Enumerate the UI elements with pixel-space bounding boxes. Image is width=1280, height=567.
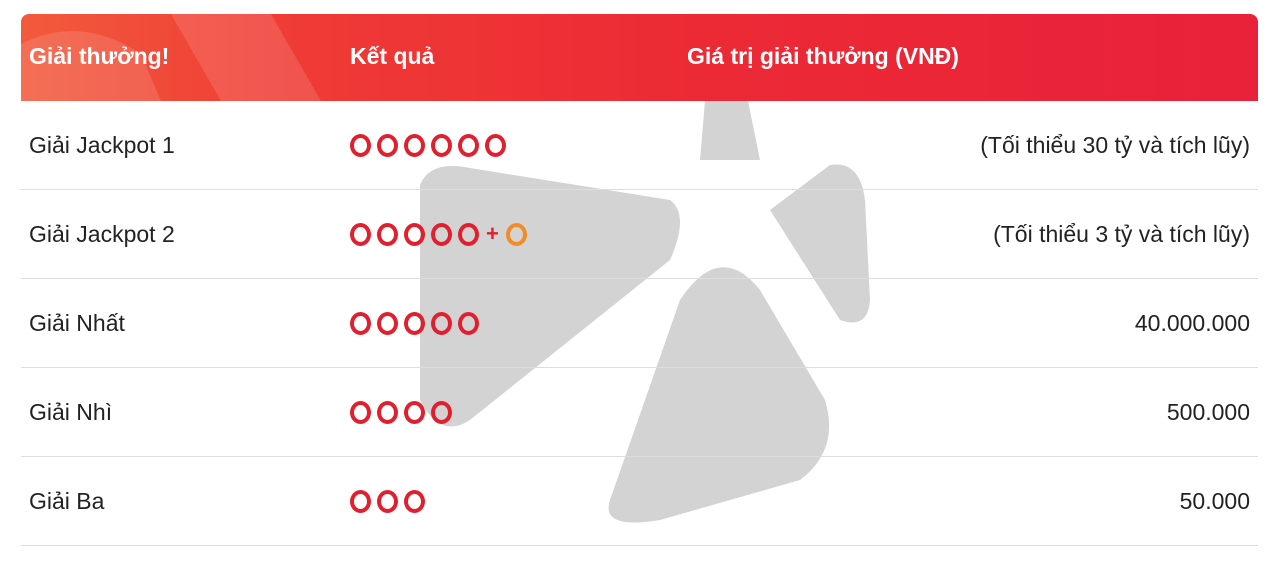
result-balls	[350, 279, 479, 367]
ball-icon	[350, 222, 371, 246]
ball-icon	[458, 222, 479, 246]
ball-icon	[404, 311, 425, 335]
ball-icon	[377, 400, 398, 424]
prize-value: 40.000.000	[1134, 310, 1250, 336]
ball-icon	[404, 133, 425, 157]
ball-icon	[404, 222, 425, 246]
header-prize: Giải thưởng!	[29, 43, 170, 69]
ball-icon	[377, 311, 398, 335]
ball-icon	[458, 133, 479, 157]
ball-icon	[350, 400, 371, 424]
table-row: Giải Jackpot 2 + (Tối thiểu 3 tỷ và tích…	[21, 190, 1258, 279]
result-balls	[350, 457, 425, 545]
ball-icon	[431, 400, 452, 424]
prize-name: Giải Ba	[29, 488, 105, 514]
ball-icon	[377, 489, 398, 513]
ball-icon	[404, 400, 425, 424]
ball-icon	[350, 133, 371, 157]
ball-icon	[404, 489, 425, 513]
ball-icon	[377, 133, 398, 157]
ball-icon	[431, 311, 452, 335]
header-result: Kết quả	[350, 43, 435, 69]
prize-value: 50.000	[1179, 488, 1250, 514]
table-row: Giải Nhất 40.000.000	[21, 279, 1258, 368]
ball-icon	[377, 222, 398, 246]
header-star-decoration-icon	[21, 14, 321, 101]
result-balls: +	[350, 190, 527, 278]
plus-sign: +	[486, 221, 499, 246]
prize-value: (Tối thiểu 30 tỷ và tích lũy)	[980, 132, 1250, 158]
ball-icon	[458, 311, 479, 335]
prize-name: Giải Jackpot 2	[29, 221, 175, 247]
table-row: Giải Jackpot 1 (Tối thiểu 30 tỷ và tích …	[21, 101, 1258, 190]
table-header: Giải thưởng! Kết quả Giá trị giải thưởng…	[21, 14, 1258, 101]
ball-icon	[485, 133, 506, 157]
result-balls	[350, 368, 452, 456]
prize-table: Giải thưởng! Kết quả Giá trị giải thưởng…	[21, 14, 1258, 546]
prize-value: 500.000	[1166, 399, 1250, 425]
ball-icon	[350, 311, 371, 335]
bonus-ball-icon	[505, 222, 527, 246]
prize-name: Giải Jackpot 1	[29, 132, 175, 158]
prize-name: Giải Nhì	[29, 399, 113, 425]
result-balls	[350, 101, 506, 189]
table-row: Giải Ba 50.000	[21, 457, 1258, 546]
table-row: Giải Nhì 500.000	[21, 368, 1258, 457]
ball-icon	[350, 489, 371, 513]
prize-value: (Tối thiểu 3 tỷ và tích lũy)	[993, 221, 1250, 247]
prize-name: Giải Nhất	[29, 310, 125, 336]
ball-icon	[431, 133, 452, 157]
ball-icon	[431, 222, 452, 246]
header-value: Giá trị giải thưởng (VNĐ)	[687, 43, 959, 69]
